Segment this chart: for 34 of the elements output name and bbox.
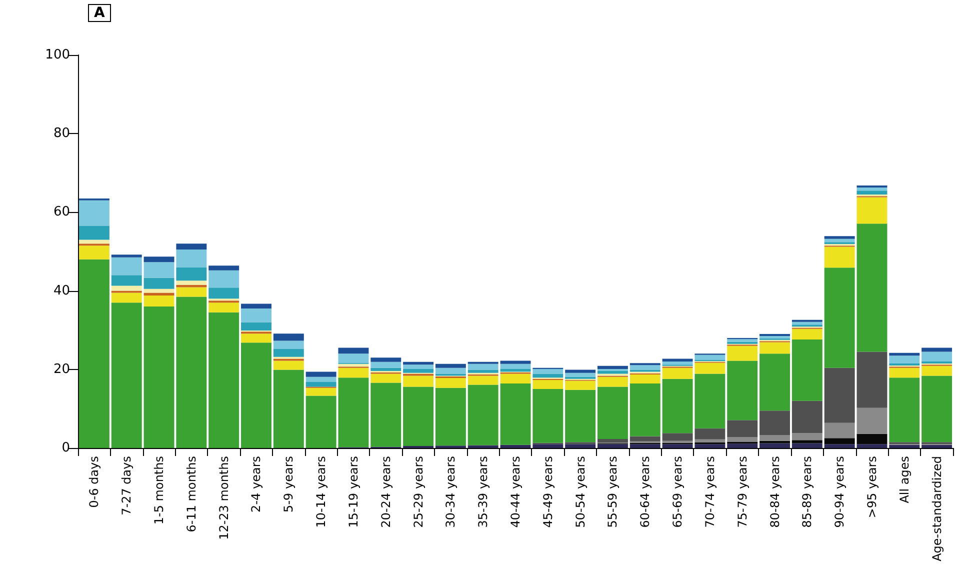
x-tick-label: All ages — [897, 456, 912, 504]
x-tick-label: 30-34 years — [444, 456, 458, 528]
y-tick-label: 0 — [62, 440, 70, 456]
x-tick-label: 70-74 years — [702, 456, 717, 528]
x-tick-label: 10-14 years — [314, 456, 328, 528]
y-tick-label: 40 — [53, 283, 70, 298]
chart-title: A — [94, 5, 105, 21]
x-tick-label: 35-39 years — [476, 456, 490, 528]
x-tick-label: 50-54 years — [573, 456, 588, 528]
x-tick-label: 65-69 years — [670, 456, 685, 528]
x-tick-label: 25-29 years — [411, 456, 426, 528]
x-tick-label: 20-24 years — [378, 456, 393, 528]
x-tick-label: 75-79 years — [735, 456, 750, 528]
x-tick-label: 45-49 years — [540, 456, 555, 528]
x-tick-label: 2-4 years — [249, 456, 264, 512]
x-tick-label: 7-27 days — [120, 456, 134, 516]
y-tick-label: 60 — [53, 204, 70, 220]
x-tick-label: 55-59 years — [606, 456, 620, 528]
x-tick-label: 40-44 years — [508, 456, 522, 528]
y-tick-label: 80 — [53, 126, 70, 142]
y-tick-label: 100 — [45, 48, 70, 62]
x-tick-label: 5-9 years — [282, 456, 296, 512]
x-tick-label: 6-11 months — [184, 456, 198, 532]
x-tick-label: 0-6 days — [87, 456, 102, 508]
x-tick-label: 15-19 years — [346, 456, 360, 528]
x-tick-label: 90-94 years — [832, 456, 847, 528]
x-tick-label: Age-standardized — [930, 456, 944, 562]
x-tick-label: 85-89 years — [800, 456, 814, 528]
x-tick-label: >95 years — [864, 456, 879, 518]
x-tick-label: 12-23 months — [216, 456, 231, 540]
x-tick-label: 60-64 years — [638, 456, 652, 528]
y-tick-label: 20 — [53, 362, 70, 377]
x-tick-label: 80-84 years — [768, 456, 782, 528]
x-tick-label: 1-5 months — [152, 456, 166, 525]
